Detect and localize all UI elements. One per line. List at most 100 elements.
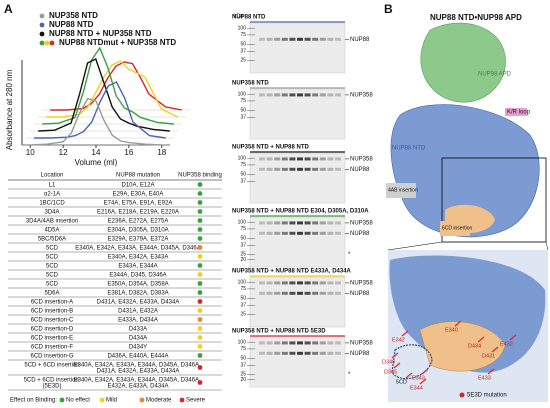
band bbox=[281, 291, 288, 295]
binding-dot bbox=[197, 272, 203, 277]
band bbox=[297, 93, 303, 97]
mutation: E340A, E342A, E343A, E344A, D345A, D346A… bbox=[74, 377, 203, 389]
band bbox=[304, 37, 311, 41]
residue-sidechain bbox=[421, 368, 429, 375]
band bbox=[289, 341, 296, 345]
legend-label: NUP88 NTDmut + NUP358 NTD bbox=[59, 38, 176, 47]
residue-sidechain bbox=[491, 346, 499, 353]
band-label: NUP358 bbox=[350, 280, 373, 286]
band bbox=[319, 93, 326, 97]
band-label: NUP358 bbox=[350, 220, 373, 226]
band bbox=[319, 167, 326, 171]
chromatogram-line bbox=[46, 60, 179, 118]
x-tick-label: 12 bbox=[59, 148, 68, 157]
band bbox=[266, 351, 273, 355]
gel-title: NUP358 NTD + NUP88 NTD E304, D305A, D310… bbox=[232, 209, 369, 215]
gel bbox=[249, 152, 346, 204]
band bbox=[319, 351, 326, 355]
band bbox=[312, 167, 319, 171]
marker-label: 75 bbox=[240, 32, 246, 38]
location: 6CD insertion-B bbox=[31, 308, 73, 314]
marker-label: 37 bbox=[240, 49, 246, 55]
chromatogram-line bbox=[50, 61, 182, 111]
residue-label: D345 bbox=[384, 369, 397, 375]
band bbox=[289, 281, 296, 285]
location: 3D4A bbox=[44, 209, 59, 215]
structure-label: 4AB insertion bbox=[388, 187, 418, 193]
band bbox=[335, 351, 341, 355]
panel-label: B bbox=[384, 2, 393, 16]
key-swatch bbox=[179, 397, 185, 403]
marker-label: 50 bbox=[240, 108, 246, 114]
location: 5D6A bbox=[44, 290, 59, 296]
marker-label: 50 bbox=[240, 172, 246, 178]
marker-label: 50 bbox=[240, 42, 246, 48]
mutation: E340A, E342A, E343A bbox=[108, 254, 169, 260]
band bbox=[281, 351, 288, 355]
location: 5CD + 6CD insertion bbox=[24, 362, 79, 368]
band bbox=[297, 281, 303, 285]
band bbox=[335, 93, 341, 97]
band bbox=[304, 351, 311, 355]
binding-dot bbox=[197, 218, 203, 223]
marker-label: 25 bbox=[240, 312, 246, 318]
band bbox=[259, 291, 265, 295]
location: 3D4A/4AB insertion bbox=[26, 218, 78, 224]
band bbox=[281, 231, 288, 235]
band bbox=[259, 341, 265, 345]
legend-label: NUP358 NTD bbox=[49, 11, 98, 20]
marker-label: 37 bbox=[240, 243, 246, 249]
key-swatch bbox=[139, 397, 145, 403]
residue-sidechain bbox=[401, 330, 409, 337]
marker-label: 37 bbox=[240, 179, 246, 185]
residue-sidechain bbox=[477, 336, 485, 343]
band-label: NUP88 bbox=[350, 291, 370, 297]
key-title: Effect on Binding: bbox=[10, 398, 57, 404]
structure-label: 5E3D mutation bbox=[467, 393, 507, 399]
band bbox=[297, 221, 303, 225]
band bbox=[312, 231, 319, 235]
key-label: Mild bbox=[106, 398, 117, 404]
band bbox=[304, 281, 311, 285]
band-label: NUP358 bbox=[350, 156, 373, 162]
marker-label: 75 bbox=[240, 346, 246, 352]
mutation: D433A bbox=[129, 326, 147, 332]
gel-title: NUP358 NTD + NUP88 NTD bbox=[232, 145, 310, 151]
residue-sidechain bbox=[509, 334, 517, 341]
binding-dot bbox=[197, 245, 203, 250]
band bbox=[297, 167, 303, 171]
gel-title: NUP358 NTD + NUP88 NTD E433A, D434A bbox=[232, 269, 352, 275]
residue-sidechain bbox=[419, 378, 427, 385]
band bbox=[327, 93, 334, 97]
binding-dot bbox=[197, 335, 203, 340]
band bbox=[312, 291, 319, 295]
band bbox=[319, 37, 326, 41]
residue-label: E344 bbox=[410, 385, 423, 391]
structure-label: 6CD insertion bbox=[442, 225, 473, 231]
gel bbox=[249, 216, 346, 268]
binding-dot bbox=[197, 326, 203, 331]
band bbox=[281, 167, 288, 171]
binding-dot bbox=[197, 308, 203, 313]
marker-label: 100 bbox=[238, 92, 247, 98]
residue-sidechain bbox=[454, 320, 462, 327]
band bbox=[266, 37, 273, 41]
band bbox=[304, 231, 311, 235]
band bbox=[335, 37, 341, 41]
band bbox=[319, 281, 326, 285]
marker-label: 37 bbox=[240, 363, 246, 369]
band bbox=[274, 157, 281, 161]
band bbox=[281, 37, 288, 41]
mutation: E236A, E272A, E275A bbox=[108, 218, 169, 224]
band bbox=[335, 221, 341, 225]
binding-dot bbox=[197, 254, 203, 259]
mutation: D431A, E432A, E433A, D434A bbox=[97, 299, 180, 305]
band bbox=[335, 291, 341, 295]
x-tick-label: 14 bbox=[92, 148, 101, 157]
gel bbox=[249, 336, 346, 388]
band bbox=[289, 93, 296, 97]
band bbox=[281, 341, 288, 345]
band bbox=[259, 281, 265, 285]
structure-label: K/R loop bbox=[507, 110, 531, 116]
band bbox=[274, 37, 281, 41]
